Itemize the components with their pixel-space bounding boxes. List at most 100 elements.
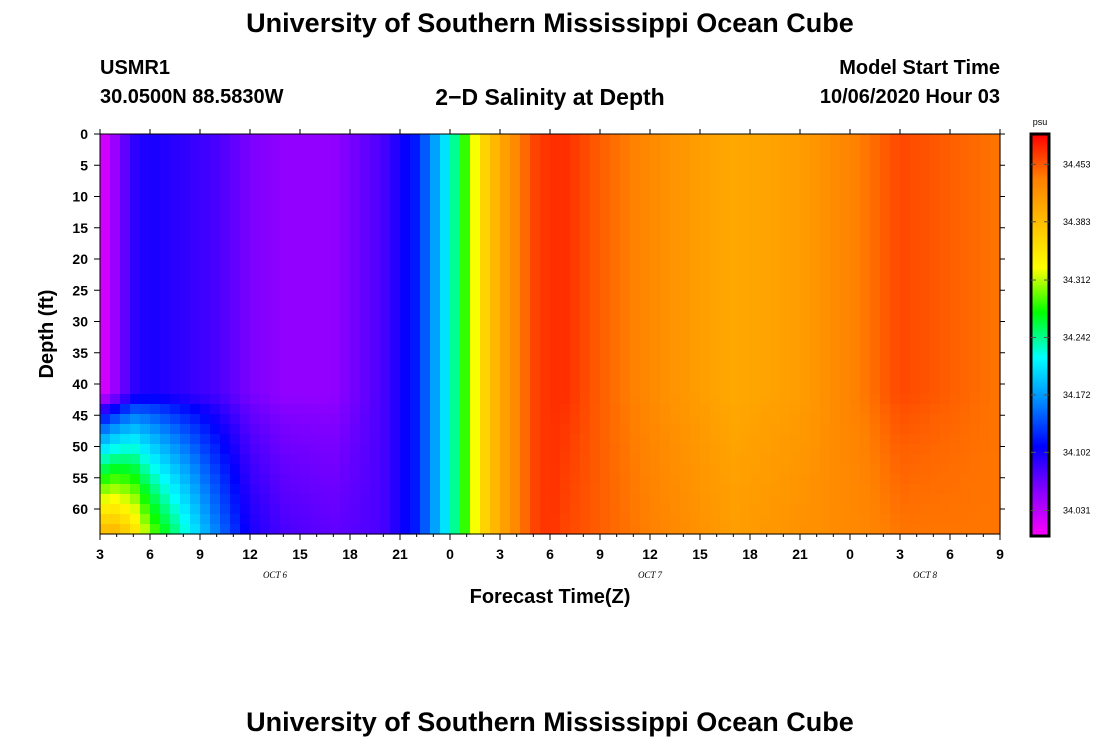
- heatmap-cell: [730, 374, 741, 385]
- heatmap-cell: [720, 354, 731, 365]
- heatmap-cell: [610, 424, 621, 435]
- heatmap-cell: [930, 134, 941, 145]
- heatmap-cell: [390, 304, 401, 315]
- heatmap-cell: [670, 204, 681, 215]
- heatmap-cell: [110, 194, 121, 205]
- heatmap-cell: [380, 304, 391, 315]
- heatmap-cell: [820, 164, 831, 175]
- x-tick-label: 15: [292, 546, 308, 562]
- heatmap-cell: [300, 304, 311, 315]
- heatmap-cell: [910, 404, 921, 415]
- heatmap-cell: [890, 224, 901, 235]
- heatmap-cell: [380, 154, 391, 165]
- heatmap-cell: [120, 484, 131, 495]
- heatmap-cell: [560, 174, 571, 185]
- heatmap-cell: [140, 514, 151, 525]
- heatmap-cell: [390, 494, 401, 505]
- heatmap-cell: [390, 154, 401, 165]
- heatmap-cell: [940, 524, 951, 535]
- heatmap-cell: [680, 414, 691, 425]
- heatmap-cell: [420, 304, 431, 315]
- heatmap-cell: [760, 134, 771, 145]
- heatmap-cell: [680, 424, 691, 435]
- heatmap-cell: [500, 294, 511, 305]
- heatmap-cell: [880, 154, 891, 165]
- heatmap-cell: [970, 184, 981, 195]
- heatmap-cell: [520, 434, 531, 445]
- heatmap-cell: [800, 224, 811, 235]
- heatmap-cell: [200, 264, 211, 275]
- heatmap-cell: [960, 174, 971, 185]
- heatmap-cell: [480, 354, 491, 365]
- heatmap-cell: [150, 214, 161, 225]
- heatmap-cell: [830, 184, 841, 195]
- heatmap-cell: [800, 244, 811, 255]
- heatmap-cell: [790, 134, 801, 145]
- heatmap-cell: [910, 154, 921, 165]
- heatmap-cell: [500, 414, 511, 425]
- heatmap-cell: [600, 464, 611, 475]
- heatmap-cell: [640, 324, 651, 335]
- heatmap-cell: [470, 364, 481, 375]
- heatmap-cell: [180, 484, 191, 495]
- heatmap-cell: [140, 354, 151, 365]
- heatmap-cell: [780, 514, 791, 525]
- heatmap-cell: [180, 254, 191, 265]
- heatmap-cell: [980, 354, 991, 365]
- heatmap-cell: [490, 204, 501, 215]
- heatmap-cell: [770, 184, 781, 195]
- heatmap-cell: [250, 504, 261, 515]
- heatmap-cell: [250, 354, 261, 365]
- heatmap-cell: [960, 484, 971, 495]
- heatmap-cell: [240, 374, 251, 385]
- heatmap-cell: [920, 284, 931, 295]
- heatmap-cell: [600, 254, 611, 265]
- heatmap-cell: [590, 474, 601, 485]
- heatmap-cell: [920, 494, 931, 505]
- heatmap-cell: [480, 524, 491, 535]
- heatmap-cell: [280, 524, 291, 535]
- heatmap-cell: [490, 154, 501, 165]
- heatmap-cell: [400, 384, 411, 395]
- heatmap-cell: [420, 404, 431, 415]
- heatmap-cell: [140, 144, 151, 155]
- heatmap-cell: [120, 164, 131, 175]
- heatmap-cell: [530, 174, 541, 185]
- heatmap-cell: [860, 524, 871, 535]
- heatmap-cell: [130, 354, 141, 365]
- heatmap-cell: [810, 364, 821, 375]
- heatmap-cell: [120, 364, 131, 375]
- heatmap-cell: [150, 294, 161, 305]
- heatmap-cell: [990, 204, 1001, 215]
- heatmap-cell: [870, 244, 881, 255]
- heatmap-cell: [160, 274, 171, 285]
- heatmap-cell: [660, 154, 671, 165]
- heatmap-cell: [300, 354, 311, 365]
- heatmap-cell: [750, 164, 761, 175]
- heatmap-cell: [720, 384, 731, 395]
- heatmap-cell: [880, 384, 891, 395]
- heatmap-cell: [560, 374, 571, 385]
- heatmap-cell: [230, 414, 241, 425]
- heatmap-cell: [900, 144, 911, 155]
- heatmap-cell: [180, 264, 191, 275]
- heatmap-cell: [680, 224, 691, 235]
- heatmap-cell: [270, 174, 281, 185]
- heatmap-cell: [320, 284, 331, 295]
- heatmap-cell: [920, 164, 931, 175]
- heatmap-cell: [490, 524, 501, 535]
- heatmap-cell: [520, 184, 531, 195]
- heatmap-cell: [460, 444, 471, 455]
- heatmap-cell: [140, 454, 151, 465]
- date-label: OCT 6: [263, 570, 288, 580]
- heatmap-cell: [900, 314, 911, 325]
- heatmap-cell: [370, 384, 381, 395]
- heatmap-cell: [820, 214, 831, 225]
- heatmap-cell: [840, 394, 851, 405]
- heatmap-cell: [110, 234, 121, 245]
- heatmap-cell: [590, 234, 601, 245]
- heatmap-cell: [560, 464, 571, 475]
- heatmap-cell: [670, 184, 681, 195]
- heatmap-cell: [320, 244, 331, 255]
